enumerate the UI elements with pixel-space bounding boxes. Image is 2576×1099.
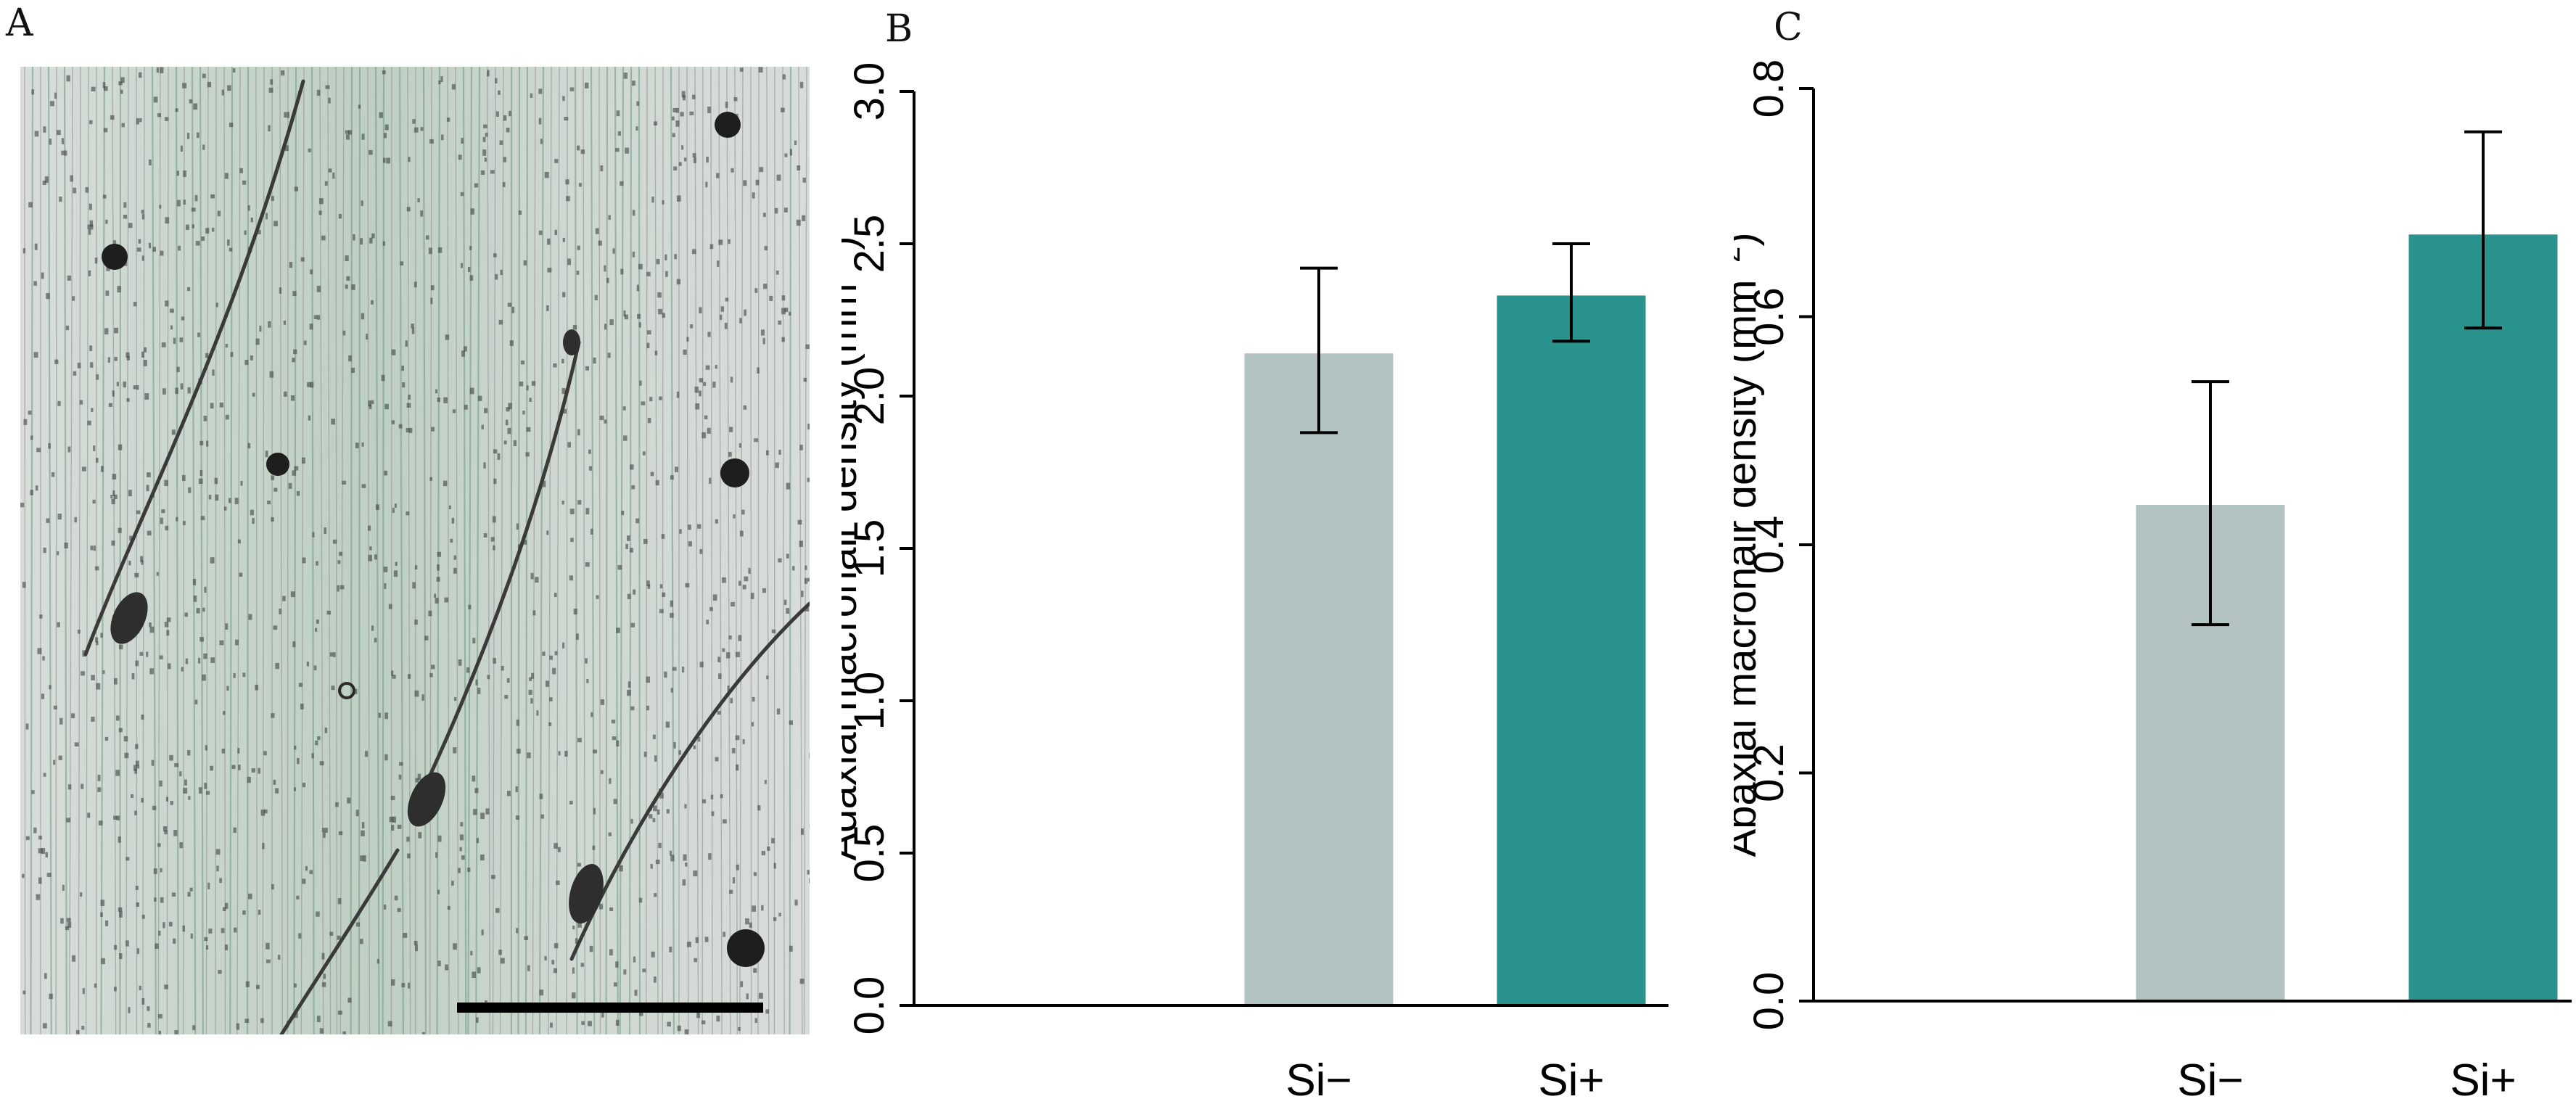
x-tick-label: Si+ <box>1538 1055 1604 1099</box>
panel-a-label: A <box>6 1 33 45</box>
bar-si-plus <box>1497 295 1646 1005</box>
chart-c-x-axis: Si− Si+ <box>1814 1000 2572 1099</box>
y-tick-label: 0.0 <box>1745 972 1793 1031</box>
micrograph-background <box>20 67 810 1034</box>
macrohair-base-1 <box>110 592 148 644</box>
x-tick-label: Si− <box>1285 1055 1351 1099</box>
chart-b-y-axis: 0.0 0.5 1.0 1.5 2.0 2.5 3.0 <box>846 62 915 1035</box>
bar-si-plus <box>2408 234 2558 1001</box>
y-tick-label: 1.5 <box>846 519 893 578</box>
y-tick-label: 0.6 <box>1745 287 1793 346</box>
prickle-cells <box>102 112 765 967</box>
y-tick-label: 3.0 <box>846 62 893 121</box>
y-tick-label: 0.0 <box>846 976 893 1035</box>
bar-si-minus <box>1244 353 1394 1005</box>
prickle-2 <box>715 112 741 138</box>
y-tick-label: 0.4 <box>1745 516 1793 575</box>
macrohair-4 <box>279 848 400 1034</box>
chart-b-error-bars <box>1300 242 1590 435</box>
prickle-3 <box>266 453 289 476</box>
chart-c-bars <box>2136 234 2558 1001</box>
chart-b-bars <box>1244 295 1646 1005</box>
micrograph-svg <box>20 67 810 1034</box>
y-tick-label: 0.5 <box>846 824 893 883</box>
chart-c-y-axis-label: Abaxial macrohair density (mm−2) <box>1734 232 1765 857</box>
panel-b-label: B <box>885 7 913 51</box>
macrohair-bases <box>110 329 604 923</box>
x-tick-label: Si− <box>2177 1055 2243 1099</box>
chart-b-y-axis-label: Adaxial macrohair density (mm−2) <box>841 236 865 860</box>
chart-c-error-bars <box>2192 130 2502 627</box>
macrohair-2 <box>410 340 581 816</box>
micrograph-image <box>20 67 810 1034</box>
prickle-5 <box>727 929 765 967</box>
chart-b: 0.0 0.5 1.0 1.5 2.0 2.5 3.0 Si− Si+ Adaxial mac… <box>841 62 1668 1099</box>
y-tick-label: 2.0 <box>846 367 893 426</box>
chart-c-y-axis: 0.0 0.2 0.4 0.6 0.8 <box>1745 59 1815 1031</box>
y-tick-label: 0.8 <box>1745 59 1793 118</box>
prickle-6 <box>338 682 355 699</box>
macrohair-base-2 <box>407 772 446 827</box>
prickle-1 <box>102 244 128 270</box>
macrohair-1 <box>83 79 305 656</box>
scale-bar <box>457 1003 763 1013</box>
y-tick-label: 0.2 <box>1745 744 1793 802</box>
chart-c: 0.0 0.2 0.4 0.6 0.8 Si− Si+ Abaxial macrohair… <box>1734 59 2572 1099</box>
prickle-4 <box>720 458 749 487</box>
panel-c-label: C <box>1774 6 1803 49</box>
hair-tip <box>563 329 580 355</box>
y-tick-label: 1.0 <box>846 672 893 730</box>
x-tick-label: Si+ <box>2450 1055 2516 1099</box>
y-tick-label: 2.5 <box>846 215 893 273</box>
macrohair-base-3 <box>569 864 604 923</box>
chart-b-x-axis: Si− Si+ <box>914 1004 1668 1099</box>
